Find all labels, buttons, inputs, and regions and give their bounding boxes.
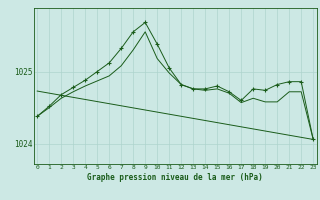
X-axis label: Graphe pression niveau de la mer (hPa): Graphe pression niveau de la mer (hPa) [87, 173, 263, 182]
